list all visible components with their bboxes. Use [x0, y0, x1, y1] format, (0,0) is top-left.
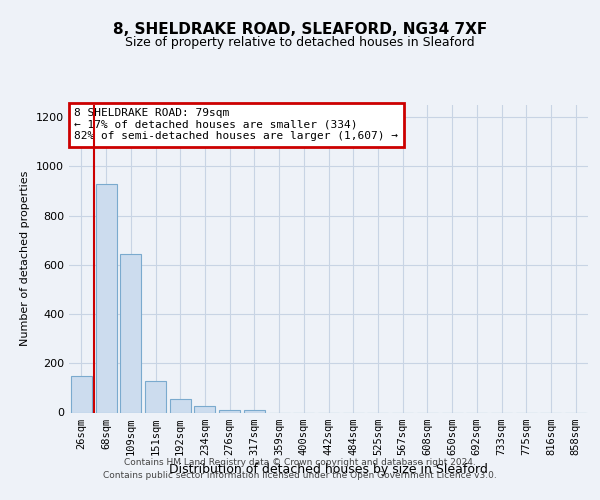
X-axis label: Distribution of detached houses by size in Sleaford: Distribution of detached houses by size … — [169, 463, 488, 476]
Bar — [194, 406, 215, 412]
Bar — [244, 410, 265, 412]
Y-axis label: Number of detached properties: Number of detached properties — [20, 171, 31, 346]
Text: 8 SHELDRAKE ROAD: 79sqm
← 17% of detached houses are smaller (334)
82% of semi-d: 8 SHELDRAKE ROAD: 79sqm ← 17% of detache… — [74, 108, 398, 142]
Text: 8, SHELDRAKE ROAD, SLEAFORD, NG34 7XF: 8, SHELDRAKE ROAD, SLEAFORD, NG34 7XF — [113, 22, 487, 36]
Text: Size of property relative to detached houses in Sleaford: Size of property relative to detached ho… — [125, 36, 475, 49]
Bar — [71, 376, 92, 412]
Bar — [145, 380, 166, 412]
Bar — [95, 184, 116, 412]
Bar — [170, 399, 191, 412]
Bar — [120, 254, 141, 412]
Bar — [219, 410, 240, 412]
Text: Contains public sector information licensed under the Open Government Licence v3: Contains public sector information licen… — [103, 470, 497, 480]
Text: Contains HM Land Registry data © Crown copyright and database right 2024.: Contains HM Land Registry data © Crown c… — [124, 458, 476, 467]
